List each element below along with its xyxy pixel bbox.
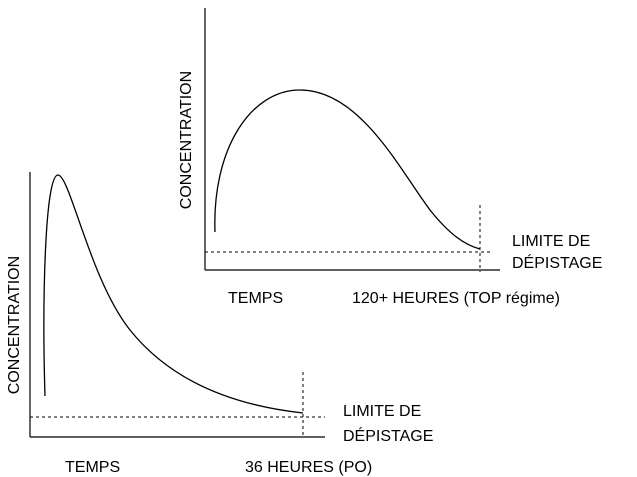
y-label: CONCENTRATION [6, 256, 23, 394]
concentration-curve [214, 89, 481, 250]
concentration-curve [43, 174, 304, 414]
threshold-label: DÉPISTAGE [512, 253, 602, 272]
duration-label: 120+ HEURES (TOP régime) [352, 290, 560, 307]
duration-label: 36 HEURES (PO) [245, 459, 372, 476]
threshold-label: LIMITE DE [512, 233, 590, 250]
threshold-label: DÉPISTAGE [343, 426, 433, 445]
y-label: CONCENTRATION [178, 71, 195, 209]
threshold-label: LIMITE DE [343, 403, 421, 420]
x-label: TEMPS [228, 290, 283, 307]
x-label: TEMPS [65, 459, 120, 476]
bottom-chart: CONCENTRATION LIMITE DE DÉPISTAGE TEMPS … [6, 172, 433, 476]
top-chart: CONCENTRATION LIMITE DE DÉPISTAGE TEMPS … [178, 8, 602, 307]
